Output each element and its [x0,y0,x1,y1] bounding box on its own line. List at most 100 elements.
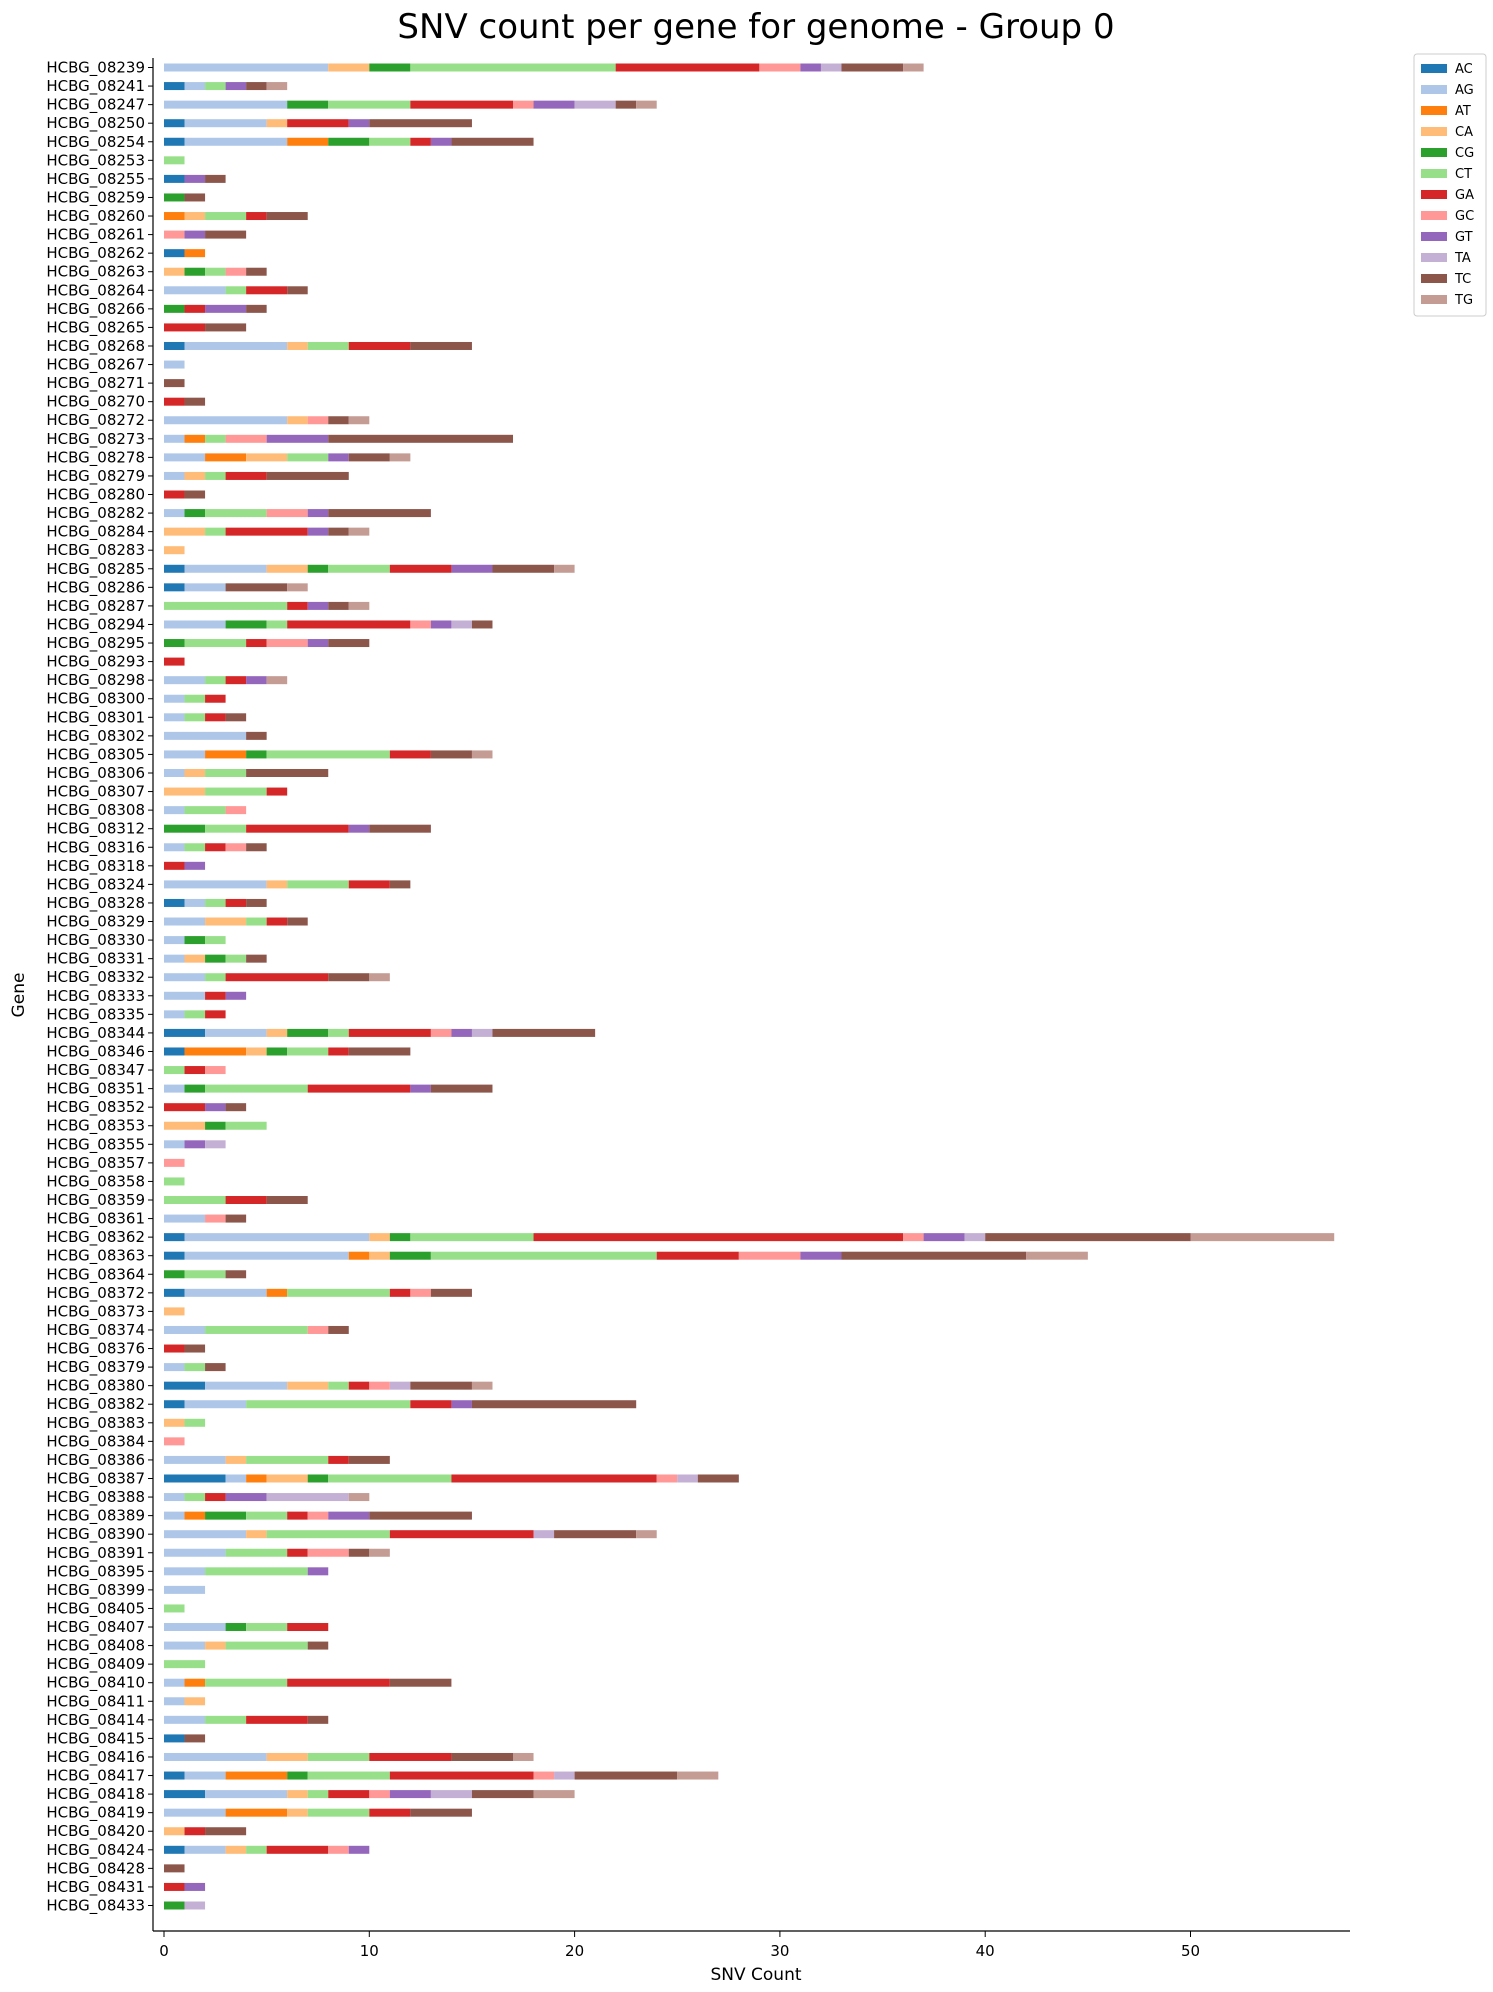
y-tick-label: HCBG_08431 [46,1878,145,1897]
bar-segment-gt [389,1790,431,1799]
bar-segment-gt [184,1140,206,1149]
bar-segment-ga [205,713,226,722]
y-tick-label: HCBG_08382 [46,1395,145,1414]
bar-segment-ca [287,341,308,350]
bar-segment-gt [307,509,329,518]
bar-segment-ag [164,843,185,852]
y-tick-label: HCBG_08363 [46,1247,145,1266]
bar-segment-ga [287,1511,308,1520]
bar-segment-ag [164,750,206,759]
bar-segment-ca [246,1047,267,1056]
bar-segment-ct [287,1288,390,1297]
bar-segment-ct [410,63,616,72]
bar-segment-ca [328,63,370,72]
y-tick-label: HCBG_08312 [46,820,145,839]
x-tick-label: 20 [565,1942,584,1960]
bar-segment-tc [328,1325,349,1334]
y-tick-label: HCBG_08395 [46,1562,145,1581]
bar-segment-ct [225,954,247,963]
bar-segment-tc [389,880,411,889]
y-tick-label: HCBG_08433 [46,1897,145,1916]
bar-segment-ct [205,1715,247,1724]
bar-segment-ct [205,434,226,443]
bar-segment-tc [328,434,514,443]
bar-segment-ct [246,1400,411,1409]
bar-segment-ga [225,676,247,685]
bar-segment-ga [184,1066,206,1075]
bar-segment-ga [266,917,288,926]
bar-segment-ta [205,1140,226,1149]
y-tick-label: HCBG_08372 [46,1284,145,1303]
bar-segment-ta [677,1474,698,1483]
bar-segment-ag [164,1530,247,1539]
bar-segment-gc [225,434,267,443]
y-tick-label: HCBG_08332 [46,968,145,987]
y-tick-label: HCBG_08259 [46,188,145,207]
x-tick-label: 0 [159,1942,169,1960]
legend: AC AG AT CA CG CT GA GC GT TA TC TG [1413,53,1487,317]
bar-segment-ct [205,527,226,536]
bar-segment-tg [369,1548,390,1557]
bar-segment-tc [246,304,267,313]
bar-segment-at [164,212,185,221]
y-tick-label: HCBG_08265 [46,318,145,337]
bar-segment-ct [205,898,226,907]
bar-segment-cg [389,1251,431,1260]
legend-label: AG [1455,83,1474,98]
y-tick-label: HCBG_08418 [46,1785,145,1804]
bar-segment-tc [348,1455,390,1464]
bar-segment-gc [307,1548,349,1557]
bar-segment-gt [307,601,329,610]
bar-segment-ac [164,1381,206,1390]
bar-segment-ta [471,1028,493,1037]
bar-segment-ga [369,1808,411,1817]
bar-segment-ca [246,1530,267,1539]
y-tick-label: HCBG_08344 [46,1024,145,1043]
axes-layer [152,58,1350,1932]
bar-segment-tc [430,1084,493,1093]
bar-segment-gt [205,1103,226,1112]
bar-segment-tc [574,1771,678,1780]
bar-segment-ca [184,1697,206,1706]
bar-segment-ga [287,601,308,610]
bar-segment-tc [205,1827,247,1836]
bar-segment-ct [328,564,390,573]
bar-segment-ag [205,1381,288,1390]
bar-segment-ag [164,973,206,982]
bar-segment-gt [246,676,267,685]
bar-segment-tc [246,731,267,740]
bar-segment-ga [164,397,185,406]
bar-segment-tg [471,1381,493,1390]
legend-swatch-ta [1421,253,1447,262]
bar-segment-cg [184,509,206,518]
x-tick-label: 10 [360,1942,379,1960]
bar-segment-tc [246,768,329,777]
y-tick-label: HCBG_08420 [46,1822,145,1841]
bar-segment-ta [451,620,472,629]
y-tick-label: HCBG_08376 [46,1340,145,1359]
bar-segment-tg [636,1530,657,1539]
bar-segment-tc [205,1363,226,1372]
bar-segment-cg [164,824,206,833]
bar-segment-tc [246,82,267,91]
bar-segment-ga [328,1047,349,1056]
bar-segment-tc [492,1028,596,1037]
bar-segment-ag [164,917,206,926]
y-tick-label: HCBG_08331 [46,950,145,969]
bar-segment-tg [677,1771,719,1780]
bar-segment-ga [410,100,514,109]
bar-segment-ag [164,1567,206,1576]
bar-segment-ga [348,1381,370,1390]
bar-segment-ca [164,787,206,796]
bar-segment-cg [389,1233,411,1242]
bar-segment-gc [307,416,329,425]
y-tick-label: HCBG_08386 [46,1451,145,1470]
bar-segment-ga [389,1288,411,1297]
bar-segment-ag [164,1363,185,1372]
bar-segment-ag [164,880,267,889]
bar-segment-gt [923,1233,965,1242]
bar-segment-gt [184,174,206,183]
bar-segment-ca [287,1790,308,1799]
bar-segment-tc [205,174,226,183]
y-tick-label: HCBG_08388 [46,1488,145,1507]
